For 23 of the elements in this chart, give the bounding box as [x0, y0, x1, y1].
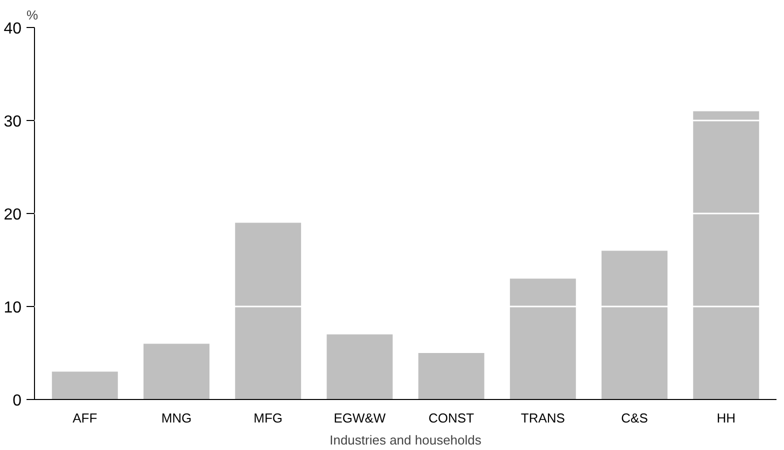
x-tick-label: AFF — [72, 410, 98, 426]
y-tick-label: 0 — [12, 392, 22, 410]
bar — [602, 250, 668, 400]
x-tick-label: C&S — [621, 410, 648, 426]
x-tick-label: HH — [716, 410, 736, 426]
x-tick-label: EGW&W — [334, 410, 386, 426]
bar — [52, 372, 118, 400]
y-tick-label: 20 — [4, 206, 22, 224]
y-tick-label: 30 — [4, 114, 22, 130]
y-axis-title: % — [26, 8, 38, 22]
bar — [510, 278, 576, 400]
bar — [693, 111, 760, 400]
bar — [235, 222, 302, 400]
bar — [418, 353, 484, 400]
y-tick-label: 10 — [4, 300, 22, 316]
bar — [144, 344, 210, 400]
x-tick-label: MNG — [161, 410, 192, 426]
y-tick-label: 40 — [4, 20, 22, 38]
x-tick-label: TRANS — [520, 410, 566, 426]
bar — [326, 334, 393, 400]
x-tick-label: CONST — [428, 410, 474, 426]
x-tick-label: MFG — [254, 410, 283, 426]
x-axis-title: Industries and households — [330, 432, 482, 448]
